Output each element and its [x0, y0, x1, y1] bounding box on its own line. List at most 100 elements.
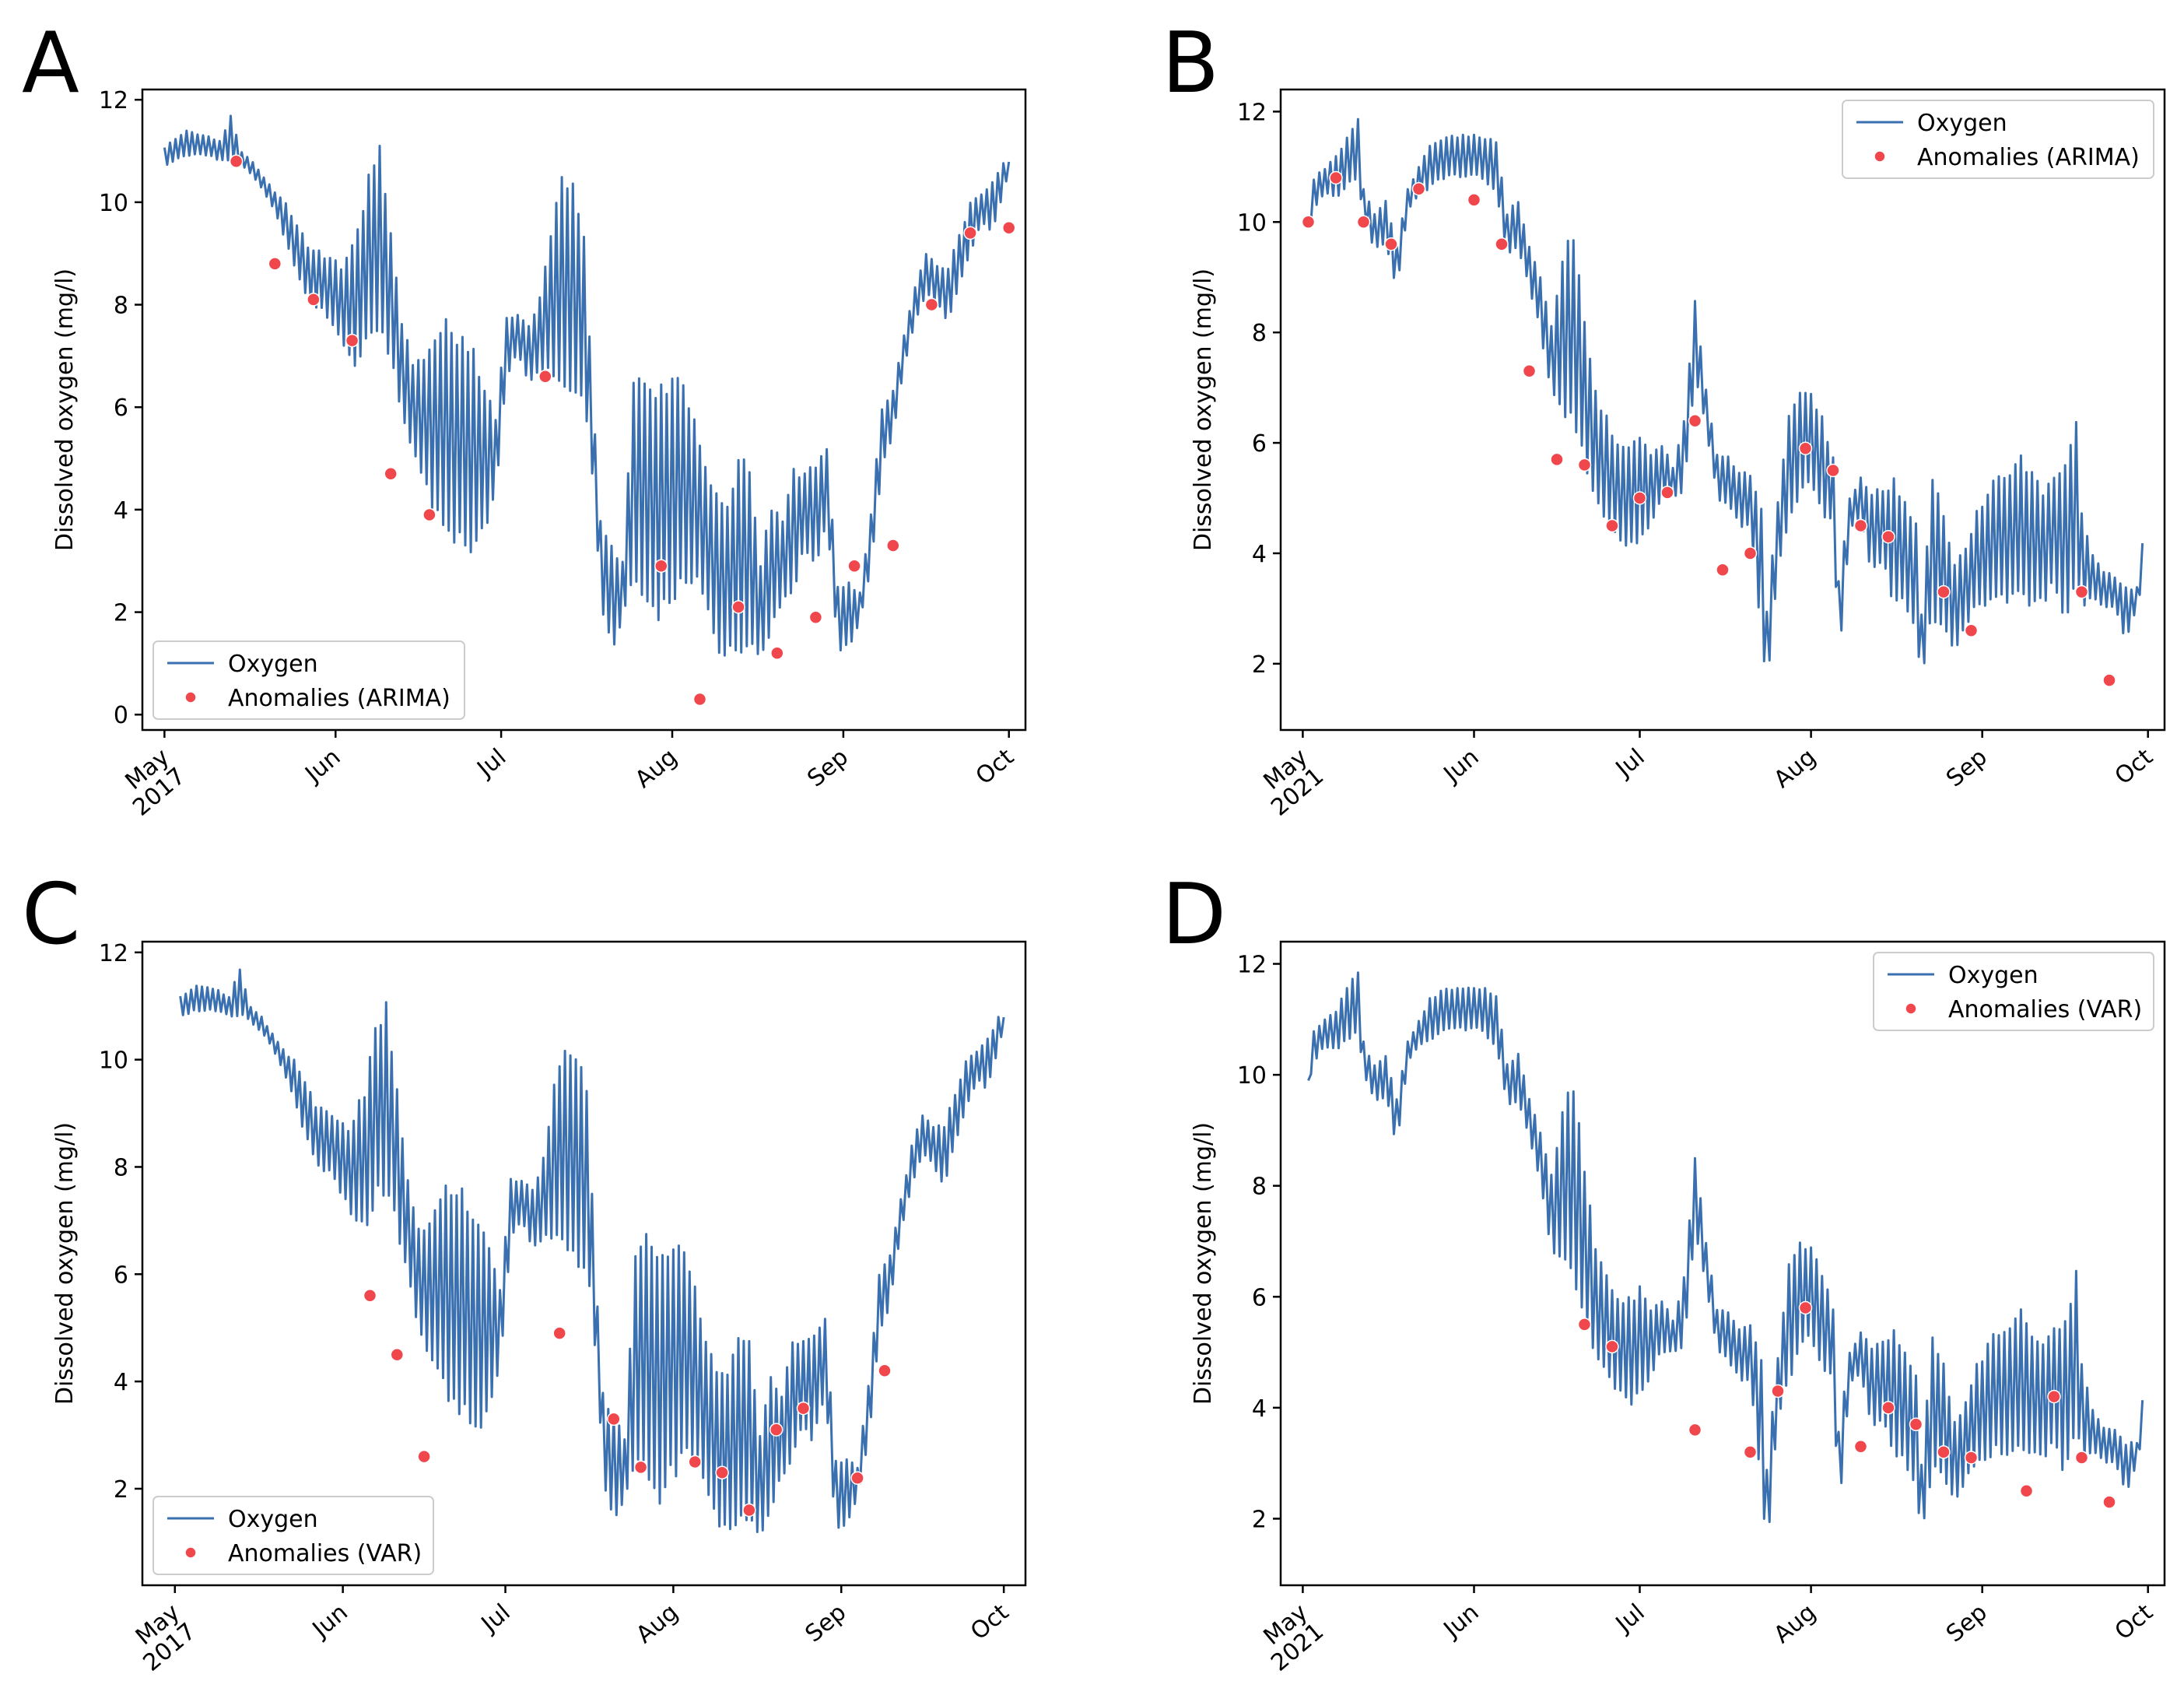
legend-box	[152, 640, 465, 720]
anomaly-point	[1577, 1318, 1592, 1332]
anomaly-point	[1743, 546, 1758, 560]
anomaly-point	[2019, 1484, 2034, 1498]
anomaly-point	[1522, 364, 1537, 378]
anomaly-point	[390, 1347, 405, 1362]
anomaly-point	[1550, 452, 1564, 467]
axes-frame	[1279, 88, 2166, 732]
panel-letter: C	[22, 866, 80, 963]
anomaly-point	[1632, 491, 1647, 505]
anomaly-point	[2074, 1451, 2089, 1465]
anomaly-point	[2074, 584, 2089, 599]
legend-marker-swatch	[1874, 150, 1886, 163]
legend-marker-label: Anomalies (VAR)	[228, 1540, 422, 1567]
oxygen-series-line	[1307, 118, 2144, 665]
anomaly-point	[229, 154, 244, 168]
y-axis-label: Dissolved oxygen (mg/l)	[1190, 268, 1217, 551]
legend-line-label: Oxygen	[228, 651, 318, 678]
panel-letter: B	[1162, 15, 1219, 112]
anomaly-point	[1467, 193, 1481, 207]
x-tick-label: Oct	[966, 1598, 1014, 1645]
legend-box	[1842, 100, 2154, 179]
x-tick-label: Oct	[2110, 743, 2158, 790]
anomaly-point	[742, 1503, 756, 1518]
panel-a: A 0 2 4 6 8 10 12 Dissolved oxygen (mg/l) May2017…	[22, 15, 1027, 822]
anomaly-point	[1301, 215, 1316, 230]
legend-marker-label: Anomalies (ARIMA)	[228, 685, 450, 712]
anomaly-point	[688, 1455, 702, 1469]
legend: Oxygen Anomalies (VAR)	[152, 1496, 434, 1575]
anomaly-point	[345, 333, 359, 348]
anomaly-point	[2047, 1389, 2061, 1404]
anomaly-point	[796, 1401, 811, 1416]
x-tick-label: Sep	[802, 743, 854, 792]
x-tick-label: Aug	[1769, 1598, 1821, 1648]
x-tick-label: Aug	[630, 743, 682, 793]
y-tick-label: 0	[114, 702, 128, 729]
y-tick-label: 10	[1237, 1062, 1267, 1090]
legend-marker-swatch	[184, 691, 197, 704]
legend-marker-label: Anomalies (ARIMA)	[1917, 144, 2140, 171]
anomaly-point	[1495, 237, 1509, 251]
anomaly-point	[1001, 221, 1016, 235]
x-tick-label: Jun	[299, 743, 345, 788]
anomaly-point	[1964, 1451, 1979, 1465]
anomaly-point	[1964, 623, 1979, 638]
y-tick-label: 10	[1237, 209, 1267, 237]
anomaly-point	[1853, 1440, 1868, 1454]
anomaly-point	[607, 1412, 621, 1427]
panel-letter: A	[22, 15, 79, 112]
anomaly-point	[1798, 441, 1813, 455]
panel-d: D 2 4 6 8 10 12 Dissolved oxygen (mg/l) May2021 J…	[1162, 866, 2166, 1677]
y-tick-label: 12	[1237, 952, 1267, 979]
anomaly-point	[363, 1289, 377, 1303]
axes-frame	[141, 88, 1027, 732]
x-tick-label: May2021	[1250, 1598, 1330, 1676]
anomaly-point	[1329, 170, 1343, 185]
x-tick-label: Jul	[1610, 1598, 1650, 1638]
anomaly-point	[1771, 1384, 1785, 1398]
anomaly-point	[1605, 1339, 1619, 1354]
panel-letter: D	[1162, 866, 1226, 963]
oxygen-series-line	[179, 968, 1005, 1533]
legend-box	[152, 1496, 434, 1575]
anomaly-point	[1743, 1445, 1758, 1459]
x-tick-label: Jun	[1438, 1598, 1485, 1644]
y-tick-label: 4	[114, 1369, 128, 1396]
anomaly-point	[422, 507, 436, 522]
y-tick-label: 10	[99, 1048, 128, 1075]
y-tick-label: 6	[1252, 1284, 1267, 1311]
legend-line-label: Oxygen	[1948, 962, 2039, 989]
x-tick-label: Sep	[1941, 743, 1993, 792]
legend: Oxygen Anomalies (VAR)	[1873, 952, 2154, 1031]
x-tick-label: May2017	[112, 743, 191, 821]
anomaly-point	[654, 559, 668, 574]
anomaly-point	[1716, 563, 1730, 577]
anomaly-point	[769, 1423, 784, 1437]
y-tick-label: 4	[1252, 1395, 1267, 1423]
x-tick-label: May2021	[1250, 743, 1330, 821]
anomaly-point	[850, 1471, 864, 1485]
x-tick-label: Aug	[1769, 743, 1821, 793]
y-tick-label: 8	[114, 1154, 128, 1181]
anomaly-point	[1356, 215, 1371, 230]
y-tick-label: 12	[1237, 99, 1267, 126]
anomaly-point	[1937, 584, 1951, 599]
anomaly-point	[924, 297, 939, 312]
y-tick-label: 12	[99, 940, 128, 967]
y-axis-label: Dissolved oxygen (mg/l)	[51, 268, 79, 551]
anomaly-point	[384, 467, 398, 481]
legend-box	[1873, 952, 2154, 1031]
anomaly-point	[1411, 181, 1426, 196]
anomaly-point	[307, 293, 321, 307]
anomaly-point	[808, 610, 823, 624]
anomaly-point	[552, 1326, 566, 1340]
y-tick-label: 6	[1252, 430, 1267, 458]
x-tick-label: Jul	[475, 1598, 516, 1638]
anomaly-point	[1937, 1445, 1951, 1459]
legend-line-label: Oxygen	[228, 1506, 318, 1533]
x-tick-label: May2017	[122, 1598, 202, 1676]
oxygen-series-line	[1307, 971, 2144, 1524]
y-tick-label: 12	[99, 87, 128, 114]
anomaly-point	[2102, 1495, 2116, 1509]
